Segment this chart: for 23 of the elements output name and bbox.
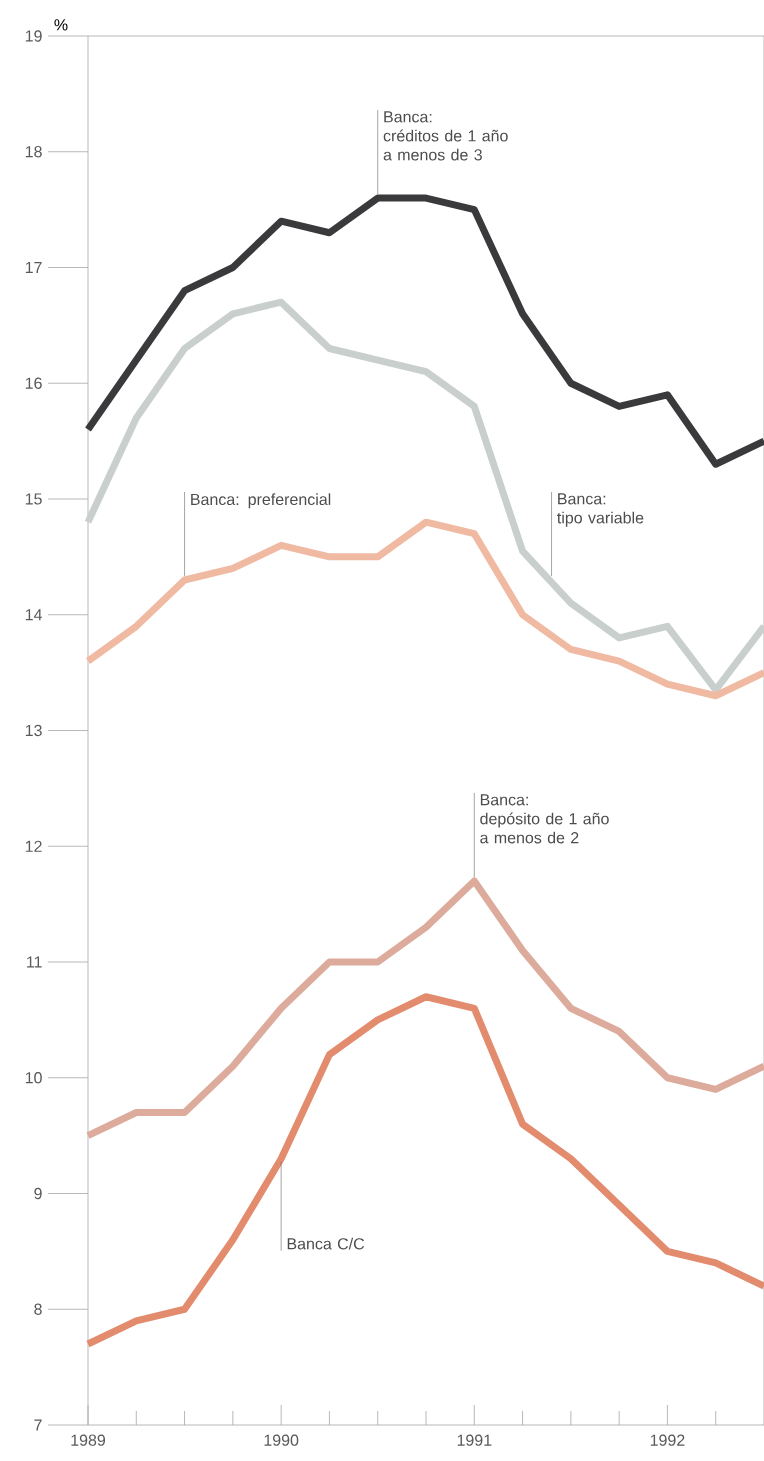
y-tick-label: 13 bbox=[25, 724, 42, 737]
y-tick-label: 19 bbox=[25, 30, 42, 42]
y-tick-label: 11 bbox=[27, 956, 42, 968]
y-tick-label: 12 bbox=[25, 840, 42, 852]
y-axis-title: % bbox=[54, 19, 68, 31]
annotation: Banca: créditos de 1 año a menos de 3 bbox=[383, 111, 508, 161]
y-tick-label: 7 bbox=[34, 1419, 42, 1431]
y-tick-label: 17 bbox=[25, 261, 42, 273]
annotation: Banca: preferencial bbox=[191, 493, 331, 509]
y-tick-label: 14 bbox=[25, 609, 42, 621]
annotation: Banca: tipo variable bbox=[557, 493, 644, 527]
x-tick-label: 1992 bbox=[650, 1434, 685, 1446]
y-tick-label: 15 bbox=[25, 493, 42, 505]
y-tick-label: 8 bbox=[34, 1303, 42, 1315]
y-tick-label: 16 bbox=[25, 377, 42, 389]
y-tick-label: 10 bbox=[25, 1072, 42, 1084]
y-tick-label: 18 bbox=[25, 146, 42, 158]
x-tick-label: 1990 bbox=[264, 1434, 299, 1446]
x-tick-label: 1989 bbox=[71, 1434, 106, 1446]
annotation: Banca C/C bbox=[287, 1237, 365, 1250]
x-tick-label: 1991 bbox=[457, 1434, 492, 1446]
y-tick-label: 9 bbox=[34, 1187, 42, 1200]
annotation: Banca: depósito de 1 año a menos de 2 bbox=[480, 794, 609, 844]
